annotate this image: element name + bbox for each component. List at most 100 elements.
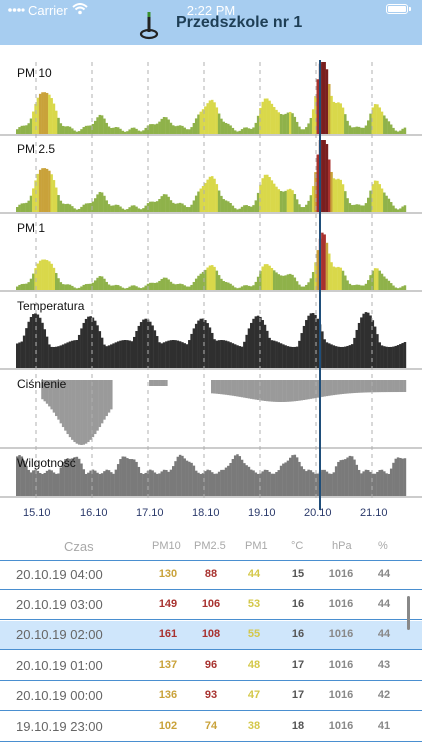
bar xyxy=(360,127,363,134)
bar xyxy=(362,205,365,212)
bar xyxy=(211,472,214,496)
bar xyxy=(380,273,384,290)
bar xyxy=(123,209,127,212)
bar xyxy=(45,92,49,134)
bar xyxy=(32,273,35,290)
bar xyxy=(298,126,301,134)
bar xyxy=(295,281,299,290)
bar xyxy=(316,250,320,290)
bar xyxy=(50,263,53,290)
bar xyxy=(403,127,407,134)
bar xyxy=(75,209,79,212)
bar xyxy=(229,380,232,396)
bar xyxy=(293,454,297,496)
bar xyxy=(22,460,26,496)
sensor-station-icon xyxy=(139,12,159,40)
bar xyxy=(36,470,40,496)
table-row[interactable]: 19.10.19 23:00 102 74 38 18 1016 41 xyxy=(0,713,422,742)
bar xyxy=(183,458,186,496)
bar xyxy=(236,131,239,134)
bar xyxy=(250,286,253,290)
bar xyxy=(238,208,242,212)
bar xyxy=(123,340,127,368)
bar xyxy=(91,123,95,134)
bar xyxy=(401,380,404,393)
bar xyxy=(96,325,99,368)
bar xyxy=(153,124,157,134)
bar xyxy=(369,380,372,393)
bar xyxy=(291,346,294,368)
bar xyxy=(325,471,329,496)
bar xyxy=(55,273,58,290)
bar xyxy=(282,380,285,402)
bar xyxy=(48,344,51,368)
bar xyxy=(107,284,111,290)
bar xyxy=(199,111,203,134)
bar xyxy=(41,322,44,368)
bar xyxy=(238,130,242,134)
bar xyxy=(59,380,63,424)
table-row[interactable]: 20.10.19 01:00 137 96 48 17 1016 43 xyxy=(0,652,422,681)
bar xyxy=(311,186,315,212)
bar xyxy=(91,201,95,212)
bar xyxy=(116,127,120,134)
bar xyxy=(87,283,90,290)
bar xyxy=(224,200,228,212)
bar xyxy=(139,209,143,212)
bar xyxy=(247,206,251,212)
bar xyxy=(167,196,170,212)
charts-panel[interactable]: PM 10 PM 2.5 PM 1 Temperatura Ciśnienie … xyxy=(0,45,422,530)
scrollbar-thumb[interactable] xyxy=(407,596,410,630)
bar xyxy=(158,121,161,134)
bar xyxy=(346,457,349,496)
bar xyxy=(153,472,157,496)
bar xyxy=(185,286,189,290)
table-row[interactable]: 20.10.19 03:00 149 106 53 16 1016 44 xyxy=(0,591,422,620)
bar xyxy=(22,283,26,290)
bar xyxy=(199,473,203,496)
bar xyxy=(71,206,74,212)
bar xyxy=(394,380,398,393)
bar xyxy=(80,206,83,212)
table-row[interactable]: 20.10.19 04:00 130 88 44 15 1016 44 xyxy=(0,561,422,590)
bar xyxy=(394,458,398,496)
bar xyxy=(279,465,283,496)
row-time: 20.10.19 03:00 xyxy=(16,597,103,612)
bar xyxy=(300,333,303,368)
bar xyxy=(194,195,198,212)
bar xyxy=(126,287,129,290)
bar xyxy=(268,380,271,402)
bar xyxy=(348,125,352,134)
bar xyxy=(373,473,377,496)
bar xyxy=(165,469,168,496)
bar xyxy=(71,340,74,368)
bar xyxy=(316,380,320,398)
bar xyxy=(302,129,306,134)
x-tick-label: 17.10 xyxy=(136,507,164,519)
bar xyxy=(185,344,189,368)
bar xyxy=(206,267,209,290)
bar xyxy=(135,331,138,368)
bar xyxy=(300,207,303,212)
bar xyxy=(373,380,377,393)
row-pressure: 1016 xyxy=(328,628,354,640)
bar xyxy=(29,472,33,496)
bar xyxy=(332,380,336,396)
bar xyxy=(266,98,269,134)
bar xyxy=(185,129,189,134)
bar xyxy=(399,287,402,290)
bar xyxy=(162,342,166,368)
row-time: 19.10.19 23:00 xyxy=(16,719,103,734)
bar xyxy=(337,461,340,496)
measurements-table[interactable]: 20.10.19 04:00 130 88 44 15 1016 44 20.1… xyxy=(0,561,422,750)
bar xyxy=(284,113,287,134)
bar xyxy=(328,253,331,290)
bar xyxy=(110,285,113,290)
bar xyxy=(353,204,356,212)
bar xyxy=(155,123,159,134)
table-row[interactable]: 20.10.19 02:00 161 108 55 16 1016 44 xyxy=(0,621,422,650)
table-row[interactable]: 20.10.19 00:00 136 93 47 17 1016 42 xyxy=(0,682,422,711)
bar xyxy=(332,266,336,290)
bar xyxy=(376,104,379,134)
bar xyxy=(373,268,377,290)
